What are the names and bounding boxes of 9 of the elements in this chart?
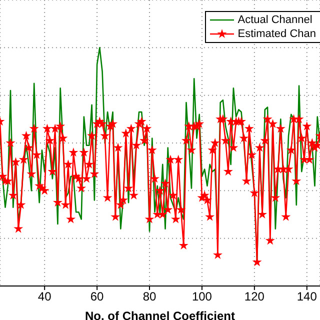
x-tick-label: 80 — [142, 290, 156, 304]
x-tick-label: 120 — [244, 290, 265, 304]
x-tick-label: 40 — [38, 290, 52, 304]
x-axis-title: No. of Channel Coefficient — [85, 309, 236, 320]
x-tick-label: 60 — [90, 290, 104, 304]
x-tick-label: 100 — [192, 290, 212, 304]
x-tick-label: 140 — [296, 290, 318, 304]
legend-label: Actual Channel — [238, 13, 312, 27]
legend-label: Estimated Chan — [238, 27, 316, 41]
